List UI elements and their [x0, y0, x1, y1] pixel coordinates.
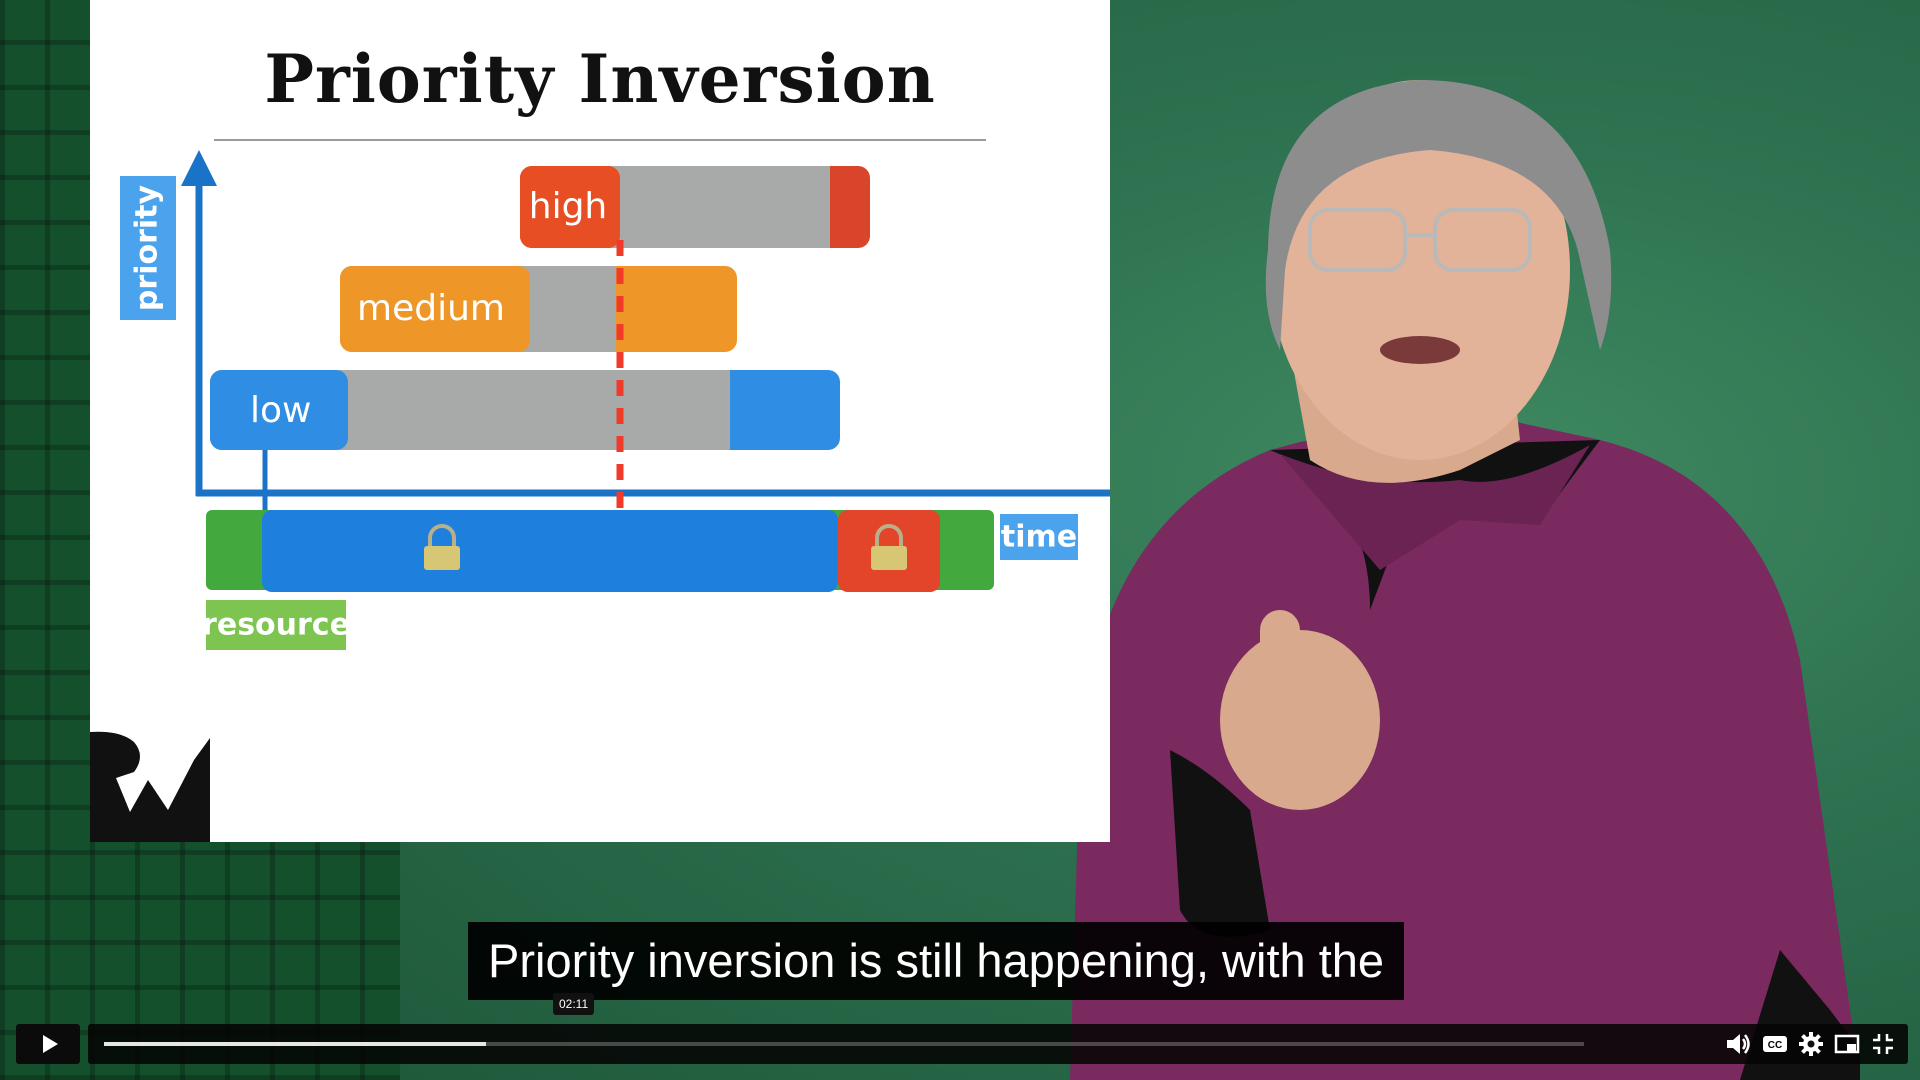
y-axis-arrow-icon	[181, 150, 217, 186]
volume-button[interactable]	[1724, 1030, 1752, 1058]
task-label-high: high	[529, 186, 608, 227]
priority-label-text: priority	[130, 184, 165, 311]
priority-inversion-diagram: priority high medium low	[120, 150, 1110, 650]
video-subtitle: Priority inversion is still happening, w…	[468, 922, 1405, 1000]
svg-text:CC: CC	[1768, 1040, 1782, 1051]
progress-bar[interactable]	[104, 1042, 1584, 1046]
progress-fill	[104, 1042, 486, 1046]
lock-icon	[424, 524, 460, 570]
play-icon	[42, 1035, 58, 1053]
slide-title: Priority Inversion	[264, 40, 936, 118]
picture-in-picture-icon	[1834, 1034, 1860, 1054]
exit-fullscreen-icon	[1873, 1034, 1893, 1054]
captions-icon: CC	[1763, 1036, 1787, 1052]
captions-button[interactable]: CC	[1761, 1030, 1789, 1058]
settings-icon	[1799, 1032, 1823, 1056]
task-bar-medium: medium	[340, 266, 737, 352]
scrub-time-tooltip: 02:11	[553, 993, 595, 1015]
resource-label: resource	[202, 600, 350, 650]
time-label-text: time	[1001, 520, 1077, 555]
presenter-video	[1070, 80, 1860, 1080]
title-divider	[214, 139, 986, 141]
priority-axis-label: priority	[120, 176, 176, 320]
picture-in-picture-button[interactable]	[1833, 1030, 1861, 1058]
rw-logo-icon	[90, 716, 210, 842]
presentation-slide: Priority Inversion priority high medium	[90, 0, 1110, 842]
resource-bar	[206, 510, 994, 592]
resource-label-text: resource	[202, 608, 350, 643]
settings-button[interactable]	[1797, 1030, 1825, 1058]
lock-icon	[871, 524, 907, 570]
task-label-medium: medium	[357, 288, 505, 329]
axes	[181, 150, 1110, 497]
task-label-low: low	[250, 390, 311, 431]
exit-fullscreen-button[interactable]	[1869, 1030, 1897, 1058]
volume-icon	[1727, 1034, 1750, 1054]
video-controls: CC	[0, 1020, 1920, 1080]
play-button[interactable]	[16, 1024, 80, 1064]
task-bar-low: low	[210, 370, 840, 450]
time-axis-label: time	[1000, 514, 1078, 560]
task-bar-high: high	[520, 166, 870, 248]
control-bar	[88, 1024, 1908, 1064]
